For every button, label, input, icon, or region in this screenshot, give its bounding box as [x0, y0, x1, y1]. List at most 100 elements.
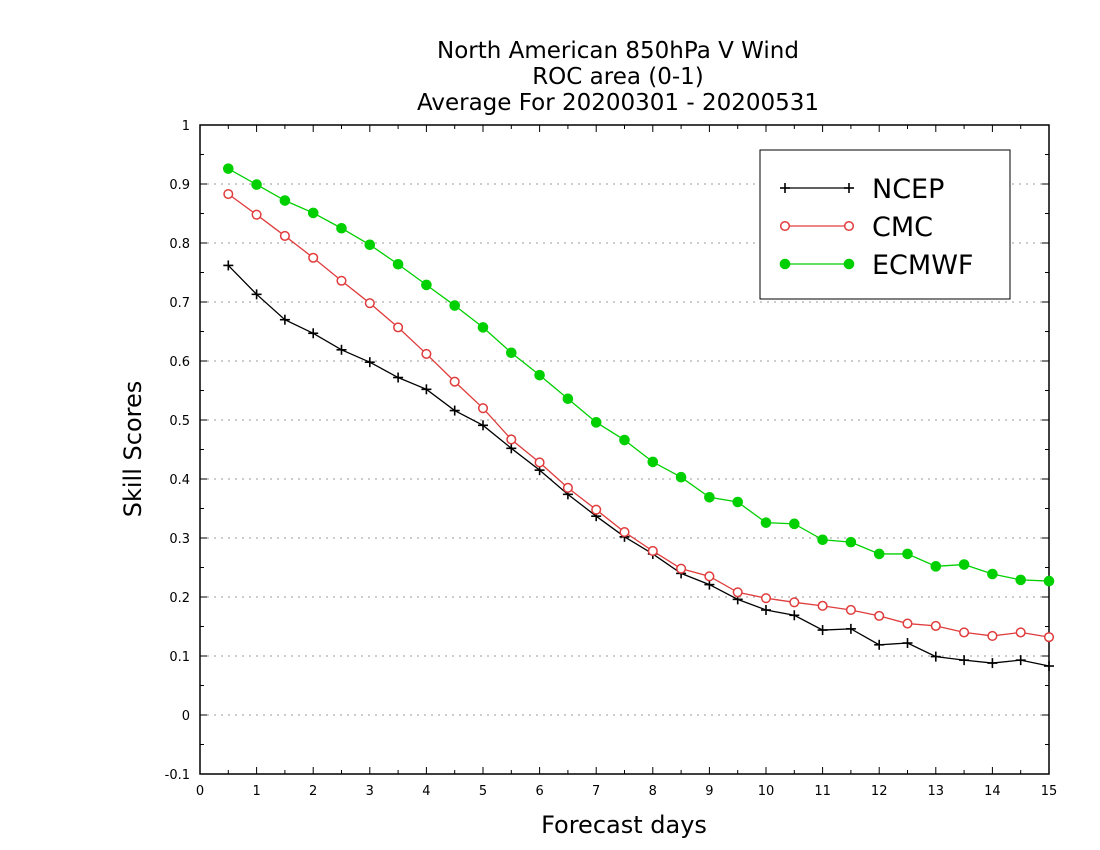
data-point-cmc — [987, 630, 998, 641]
data-point-ncep — [789, 610, 800, 621]
data-point-cmc — [959, 627, 970, 638]
chart-title-line-2: ROC area (0-1) — [532, 64, 704, 90]
data-point-ncep — [761, 604, 771, 615]
data-point-ncep — [902, 638, 913, 649]
x-tick-label: 15 — [1041, 784, 1058, 799]
legend-label-cmc: CMC — [872, 212, 933, 243]
grid-lines — [200, 183, 1049, 716]
data-point-cmc — [421, 348, 432, 359]
x-tick-label: 3 — [366, 784, 374, 799]
data-point-cmc — [619, 527, 630, 538]
x-axis-label: Forecast days — [541, 811, 707, 839]
y-tick-label: 1 — [182, 119, 190, 134]
data-point-cmc — [789, 597, 800, 608]
data-point-ecmwf — [845, 536, 857, 548]
y-tick-label: 0.7 — [169, 296, 190, 311]
data-point-cmc — [477, 403, 489, 414]
data-point-ncep — [506, 443, 517, 454]
data-point-cmc — [449, 376, 460, 387]
data-point-ncep — [393, 372, 404, 383]
y-tick-label: 0.3 — [169, 532, 190, 547]
data-point-ncep — [1015, 655, 1026, 666]
data-point-ecmwf — [732, 496, 744, 508]
data-point-ecmwf — [760, 517, 772, 528]
y-tick-label: 0 — [182, 709, 190, 724]
data-point-ecmwf — [307, 207, 319, 219]
legend-marker-ecmwf — [779, 258, 791, 270]
data-point-ecmwf — [987, 568, 998, 580]
x-tick-label: 7 — [592, 784, 600, 799]
data-point-ecmwf — [590, 417, 602, 428]
data-point-ecmwf — [562, 393, 574, 405]
data-point-ncep — [223, 260, 234, 271]
data-point-ecmwf — [930, 561, 942, 572]
data-point-ecmwf — [421, 279, 432, 291]
data-point-cmc — [591, 504, 602, 515]
data-point-ecmwf — [1043, 575, 1055, 587]
data-point-ecmwf — [619, 434, 630, 446]
legend-box — [759, 149, 1011, 300]
legend-marker-ncep — [780, 183, 790, 193]
data-point-ecmwf — [817, 534, 828, 546]
x-tick-label: 1 — [252, 784, 260, 799]
legend-items: NCEP CMC ECMWF — [779, 174, 973, 281]
legend: NCEP CMC ECMWF — [759, 149, 1011, 300]
series-cmc — [223, 188, 1055, 643]
data-point-ecmwf — [902, 548, 913, 560]
legend-marker-cmc — [779, 220, 791, 232]
data-point-cmc — [732, 587, 743, 598]
data-point-ecmwf — [506, 347, 517, 359]
data-point-ncep — [874, 639, 885, 650]
y-tick-label: 0.9 — [169, 178, 190, 193]
series-layer — [223, 163, 1055, 672]
data-point-cmc — [676, 563, 687, 574]
data-point-cmc — [760, 593, 772, 604]
x-tick-label: 0 — [196, 784, 204, 799]
series-ncep — [223, 260, 1054, 672]
x-tick-label: 4 — [422, 784, 430, 799]
legend-marker-ecmwf — [843, 258, 855, 270]
y-tick-label: 0.5 — [169, 414, 190, 429]
data-point-cmc — [251, 209, 262, 220]
data-point-cmc — [874, 610, 885, 621]
x-tick-label: 11 — [814, 784, 831, 799]
data-point-ncep — [279, 314, 290, 325]
x-tick-label: 10 — [758, 784, 775, 799]
y-tick-label: 0.1 — [169, 650, 190, 665]
data-point-ecmwf — [251, 179, 262, 190]
data-point-cmc — [534, 457, 545, 468]
x-tick-label: 14 — [984, 784, 1001, 799]
legend-label-ecmwf: ECMWF — [872, 250, 973, 281]
data-point-ncep — [336, 344, 347, 355]
data-point-ncep — [308, 328, 319, 339]
data-point-ecmwf — [449, 300, 461, 311]
data-point-ecmwf — [647, 456, 659, 468]
chart-title-line-1: North American 850hPa V Wind — [437, 38, 799, 64]
data-point-ncep — [959, 655, 970, 666]
data-point-ncep — [930, 651, 941, 662]
y-tick-label: -0.1 — [165, 768, 190, 783]
x-tick-label: 9 — [705, 784, 713, 799]
legend-item-ecmwf: ECMWF — [779, 250, 973, 281]
x-tick-label: 12 — [871, 784, 888, 799]
data-point-ecmwf — [364, 239, 376, 251]
series-ecmwf — [223, 163, 1055, 587]
y-axis-label: Skill Scores — [119, 381, 147, 518]
data-point-cmc — [223, 188, 234, 200]
data-point-ecmwf — [958, 559, 970, 570]
data-point-ecmwf — [534, 369, 545, 381]
y-tick-label: 0.8 — [169, 237, 190, 252]
data-point-ncep — [845, 623, 856, 634]
data-point-cmc — [279, 230, 290, 241]
data-point-ncep — [364, 357, 375, 368]
data-point-ecmwf — [704, 491, 715, 503]
series-line-ncep — [227, 264, 1050, 667]
data-point-cmc — [704, 571, 715, 582]
chart-title-line-3: Average For 20200301 - 20200531 — [417, 90, 819, 116]
data-point-ecmwf — [336, 222, 347, 234]
data-point-cmc — [817, 600, 828, 611]
data-point-cmc — [364, 298, 375, 309]
x-tick-label: 5 — [479, 784, 487, 799]
data-point-cmc — [647, 545, 658, 557]
